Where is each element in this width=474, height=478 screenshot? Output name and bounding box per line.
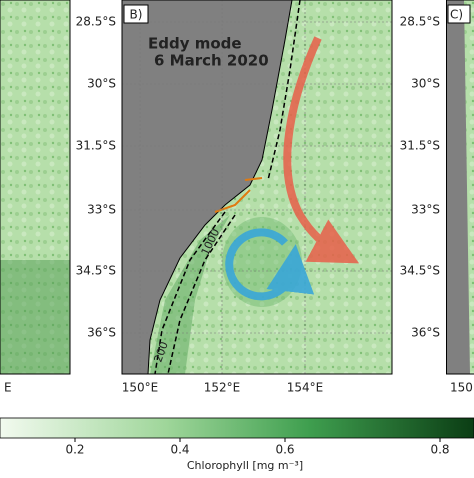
colorbar	[0, 418, 474, 438]
lat-label: 36°S	[87, 326, 116, 340]
lon-label: 152°E	[204, 381, 241, 395]
colorbar-label: Chlorophyll [mg m⁻³]	[187, 459, 303, 472]
colorbar-tick-label: 0.8	[430, 443, 449, 457]
panel-label: B)	[130, 8, 143, 22]
lat-label: 36°S	[411, 326, 440, 340]
lat-label: 31.5°S	[400, 139, 440, 153]
lat-label: 30°S	[411, 77, 440, 91]
panel-title: Eddy mode	[148, 35, 242, 53]
panel-subtitle: 6 March 2020	[154, 52, 269, 70]
latitude-labels-right: 28.5°S 30°S 31.5°S 33°S 34.5°S 36°S	[400, 15, 440, 340]
left-partial-label: E	[4, 381, 12, 395]
lat-label: 28.5°S	[400, 15, 440, 29]
lat-label: 33°S	[411, 203, 440, 217]
colorbar-tick-label: 0.6	[275, 443, 294, 457]
right-partial-label: 150°	[450, 381, 474, 395]
lat-label: 28.5°S	[76, 15, 116, 29]
middle-panel: B) Eddy mode 6 March 2020 1000 200	[122, 0, 392, 374]
colorbar-tick-label: 0.4	[170, 443, 189, 457]
colorbar-tick-label: 0.2	[65, 443, 84, 457]
panel-label: C)	[450, 8, 463, 22]
lat-label: 34.5°S	[400, 264, 440, 278]
lat-label: 31.5°S	[76, 139, 116, 153]
lat-label: 33°S	[87, 203, 116, 217]
lat-label: 30°S	[87, 77, 116, 91]
left-panel-shade	[0, 260, 70, 374]
longitude-labels: 150°E 152°E 154°E	[122, 381, 324, 395]
colorbar-ticks	[75, 438, 440, 442]
lon-label: 150°E	[122, 381, 159, 395]
latitude-labels-middle: 28.5°S 30°S 31.5°S 33°S 34.5°S 36°S	[76, 15, 116, 340]
lat-label: 34.5°S	[76, 264, 116, 278]
lon-label: 154°E	[287, 381, 324, 395]
